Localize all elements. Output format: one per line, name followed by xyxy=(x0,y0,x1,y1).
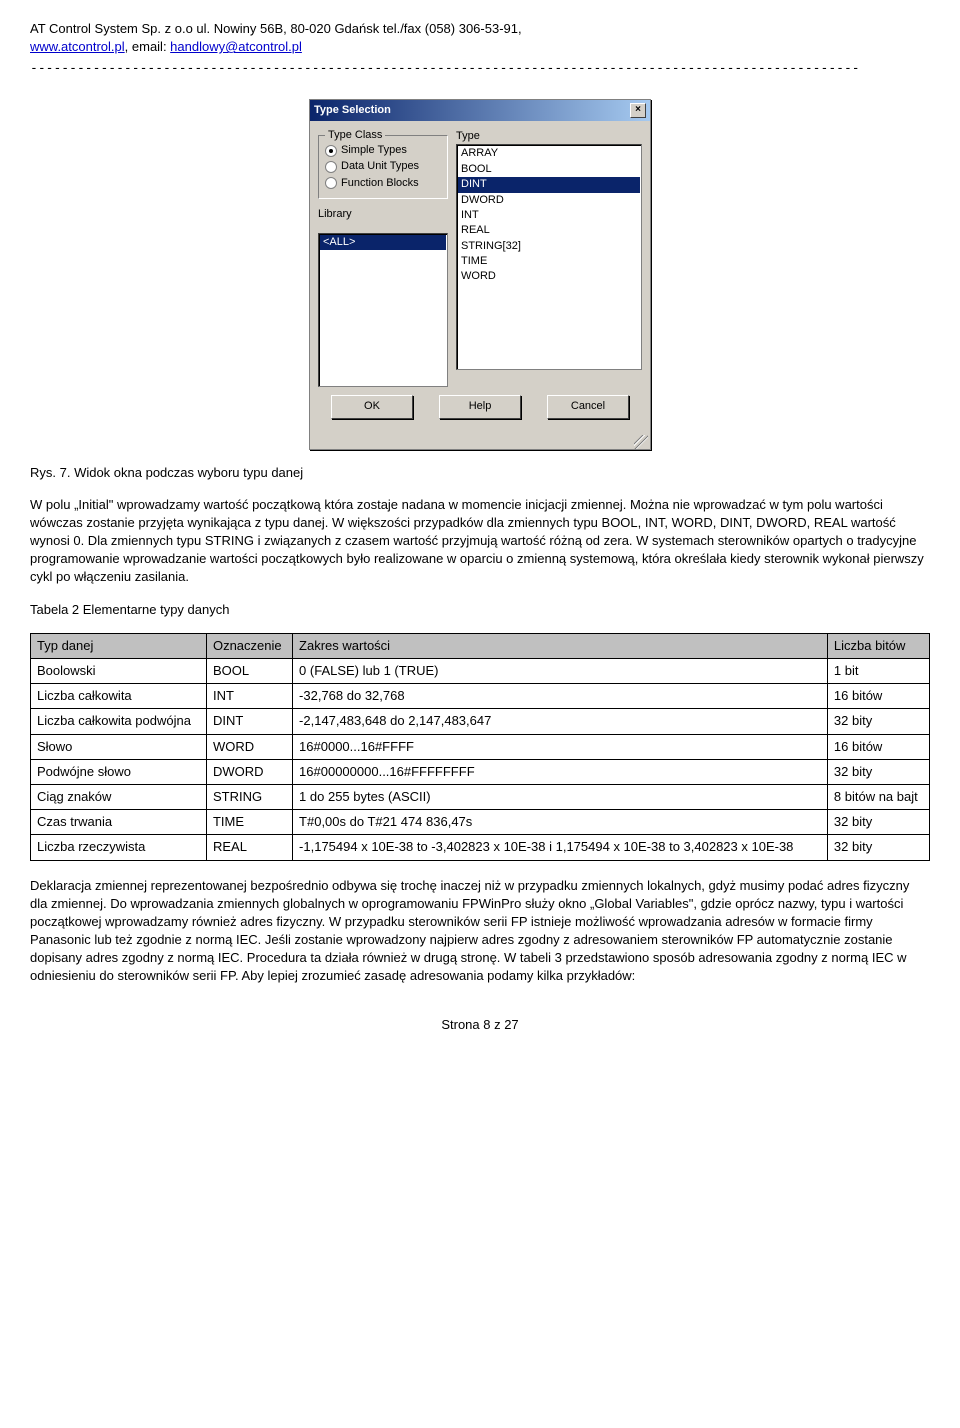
cell: 1 do 255 bytes (ASCII) xyxy=(293,784,828,809)
list-item[interactable]: WORD xyxy=(458,269,640,284)
library-label: Library xyxy=(318,207,448,222)
cell: 16#0000...16#FFFF xyxy=(293,734,828,759)
ok-button[interactable]: OK xyxy=(331,395,413,419)
cancel-button[interactable]: Cancel xyxy=(547,395,629,419)
radio-simple-types[interactable]: Simple Types xyxy=(325,143,441,158)
data-types-table: Typ danej Oznaczenie Zakres wartości Lic… xyxy=(30,633,930,861)
radio-data-unit-types[interactable]: Data Unit Types xyxy=(325,159,441,174)
help-button[interactable]: Help xyxy=(439,395,521,419)
cell: INT xyxy=(206,684,292,709)
table-row: Liczba całkowita podwójnaDINT-2,147,483,… xyxy=(31,709,930,734)
dialog-title: Type Selection xyxy=(314,103,391,118)
table-caption: Tabela 2 Elementarne typy danych xyxy=(30,601,930,619)
site-link[interactable]: www.atcontrol.pl xyxy=(30,39,125,54)
cell: Liczba rzeczywista xyxy=(31,835,207,860)
type-list-label: Type xyxy=(456,129,642,144)
radio-label: Data Unit Types xyxy=(341,159,419,174)
radio-label: Function Blocks xyxy=(341,176,419,191)
email-prefix: , email: xyxy=(125,39,171,54)
figure-caption: Rys. 7. Widok okna podczas wyboru typu d… xyxy=(30,464,930,482)
cell: REAL xyxy=(206,835,292,860)
table-row: BoolowskiBOOL0 (FALSE) lub 1 (TRUE)1 bit xyxy=(31,659,930,684)
cell: DINT xyxy=(206,709,292,734)
library-listbox[interactable]: <ALL> xyxy=(318,233,448,387)
cell: 32 bity xyxy=(827,759,929,784)
th-type: Typ danej xyxy=(31,633,207,658)
company-line: AT Control System Sp. z o.o ul. Nowiny 5… xyxy=(30,21,522,36)
cell: 32 bity xyxy=(827,709,929,734)
table-row: Liczba całkowitaINT-32,768 do 32,76816 b… xyxy=(31,684,930,709)
resize-grip[interactable] xyxy=(310,435,650,449)
cell: -2,147,483,648 do 2,147,483,647 xyxy=(293,709,828,734)
cell: Boolowski xyxy=(31,659,207,684)
th-range: Zakres wartości xyxy=(293,633,828,658)
list-item[interactable]: STRING[32] xyxy=(458,239,640,254)
list-item[interactable]: TIME xyxy=(458,254,640,269)
list-item[interactable]: REAL xyxy=(458,223,640,238)
close-icon[interactable]: × xyxy=(630,103,646,118)
list-item[interactable]: BOOL xyxy=(458,162,640,177)
cell: Słowo xyxy=(31,734,207,759)
table-row: Podwójne słowoDWORD16#00000000...16#FFFF… xyxy=(31,759,930,784)
table-row: Czas trwaniaTIMET#0,00s do T#21 474 836,… xyxy=(31,810,930,835)
header-divider: ----------------------------------------… xyxy=(30,60,930,78)
cell: -1,175494 x 10E-38 to -3,402823 x 10E-38… xyxy=(293,835,828,860)
type-class-label: Type Class xyxy=(325,128,385,143)
email-link[interactable]: handlowy@atcontrol.pl xyxy=(170,39,302,54)
grip-icon xyxy=(634,435,648,449)
th-notation: Oznaczenie xyxy=(206,633,292,658)
page-header: AT Control System Sp. z o.o ul. Nowiny 5… xyxy=(30,20,930,56)
list-item[interactable]: DINT xyxy=(458,177,640,192)
cell: DWORD xyxy=(206,759,292,784)
paragraph-2: Deklaracja zmiennej reprezentowanej bezp… xyxy=(30,877,930,986)
cell: BOOL xyxy=(206,659,292,684)
cell: Podwójne słowo xyxy=(31,759,207,784)
dialog-titlebar: Type Selection × xyxy=(310,100,650,121)
cell: Ciąg znaków xyxy=(31,784,207,809)
cell: STRING xyxy=(206,784,292,809)
list-item[interactable]: ARRAY xyxy=(458,146,640,161)
table-row: Liczba rzeczywistaREAL-1,175494 x 10E-38… xyxy=(31,835,930,860)
radio-icon xyxy=(325,177,337,189)
cell: T#0,00s do T#21 474 836,47s xyxy=(293,810,828,835)
cell: Czas trwania xyxy=(31,810,207,835)
radio-icon xyxy=(325,161,337,173)
list-item[interactable]: INT xyxy=(458,208,640,223)
cell: 1 bit xyxy=(827,659,929,684)
cell: 32 bity xyxy=(827,835,929,860)
cell: 0 (FALSE) lub 1 (TRUE) xyxy=(293,659,828,684)
th-bits: Liczba bitów xyxy=(827,633,929,658)
cell: 32 bity xyxy=(827,810,929,835)
cell: -32,768 do 32,768 xyxy=(293,684,828,709)
cell: 16 bitów xyxy=(827,684,929,709)
list-item[interactable]: DWORD xyxy=(458,193,640,208)
radio-function-blocks[interactable]: Function Blocks xyxy=(325,176,441,191)
cell: 8 bitów na bajt xyxy=(827,784,929,809)
table-row: SłowoWORD16#0000...16#FFFF16 bitów xyxy=(31,734,930,759)
radio-icon xyxy=(325,145,337,157)
cell: WORD xyxy=(206,734,292,759)
cell: 16 bitów xyxy=(827,734,929,759)
cell: Liczba całkowita xyxy=(31,684,207,709)
table-row: Ciąg znakówSTRING1 do 255 bytes (ASCII)8… xyxy=(31,784,930,809)
cell: TIME xyxy=(206,810,292,835)
dialog-button-row: OK Help Cancel xyxy=(318,387,642,427)
type-listbox[interactable]: ARRAY BOOL DINT DWORD INT REAL STRING[32… xyxy=(456,144,642,370)
cell: Liczba całkowita podwójna xyxy=(31,709,207,734)
type-selection-dialog: Type Selection × Type Class Simple Types… xyxy=(309,99,651,450)
paragraph-1: W polu „Initial" wprowadzamy wartość poc… xyxy=(30,496,930,587)
radio-label: Simple Types xyxy=(341,143,407,158)
page-footer: Strona 8 z 27 xyxy=(30,1016,930,1034)
type-class-group: Type Class Simple Types Data Unit Types … xyxy=(318,135,448,199)
cell: 16#00000000...16#FFFFFFFF xyxy=(293,759,828,784)
list-item[interactable]: <ALL> xyxy=(320,235,446,250)
table-header-row: Typ danej Oznaczenie Zakres wartości Lic… xyxy=(31,633,930,658)
